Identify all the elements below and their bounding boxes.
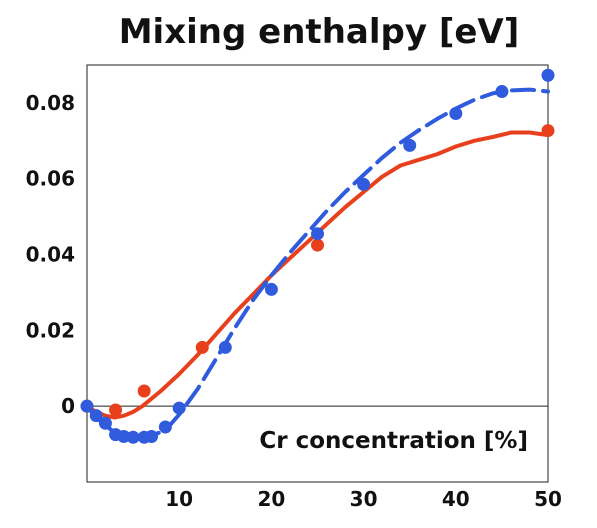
series-2-point [172,401,186,415]
x-tick-label: 30 [350,487,378,511]
series-2-point [264,282,278,296]
chart-title: Mixing enthalpy [eV] [119,12,520,52]
series-2-point [158,420,172,434]
x-tick-label: 50 [534,487,562,511]
x-tick-label: 20 [257,487,285,511]
y-tick-label: 0 [61,394,75,418]
series-2-point [80,399,94,413]
series-2-point [449,107,463,121]
series-2-point [495,85,509,99]
series-1-point [109,403,123,417]
series-2-point [126,430,140,444]
series-2-point [357,177,371,191]
y-tick-label: 0.08 [26,91,75,115]
series-1-point [311,238,324,252]
series-1-point [137,384,151,398]
series-1-line [85,130,550,420]
series-1-point [195,340,209,354]
series-1-point [541,124,555,138]
y-tick-label: 0.02 [26,318,75,342]
series-2-point [218,340,232,354]
x-tick-label: 10 [165,487,193,511]
series-2-point [403,138,417,152]
series-2-point [98,416,112,430]
y-tick-label: 0.06 [26,167,75,191]
x-tick-label: 40 [442,487,470,511]
series-2-point [541,68,555,82]
plot-frame [86,64,549,483]
y-tick-label: 0.04 [26,243,75,267]
series-2-point [311,227,324,241]
x-axis-label: Cr concentration [%] [259,428,528,454]
series-2-point [145,430,159,444]
series-2-point [89,409,103,423]
